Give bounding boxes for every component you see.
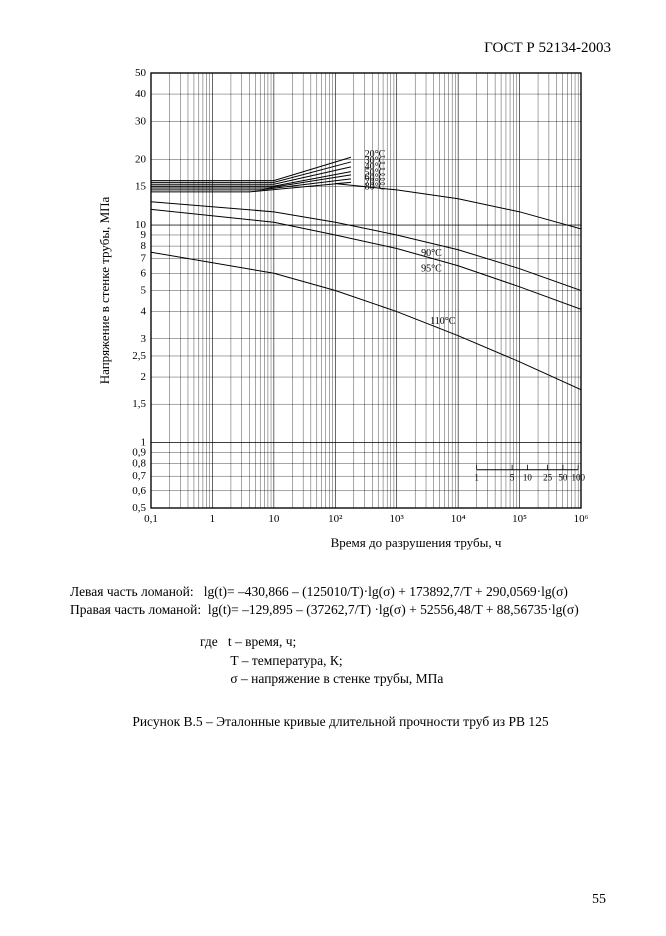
- stress-time-chart: 0,111010²10³10⁴10⁵10⁶0,50,60,70,80,911,5…: [91, 63, 591, 553]
- svg-text:8: 8: [140, 240, 146, 252]
- svg-text:10: 10: [268, 513, 280, 525]
- svg-text:0,7: 0,7: [132, 470, 146, 482]
- svg-text:0,6: 0,6: [132, 485, 146, 497]
- svg-text:20: 20: [135, 154, 147, 166]
- legend-T: T – температура, К;: [230, 653, 342, 668]
- svg-text:10: 10: [135, 219, 147, 231]
- equation-right-line: Правая часть ломаной: lg(t)= –129,895 – …: [70, 601, 611, 619]
- svg-text:50: 50: [558, 473, 568, 483]
- svg-text:10³: 10³: [389, 513, 404, 525]
- svg-text:10⁴: 10⁴: [450, 513, 465, 525]
- svg-text:10: 10: [522, 473, 532, 483]
- svg-text:50: 50: [135, 67, 147, 79]
- svg-text:100: 100: [571, 473, 585, 483]
- svg-text:10²: 10²: [328, 513, 343, 525]
- svg-text:4: 4: [140, 306, 146, 318]
- svg-text:10⁶: 10⁶: [573, 513, 588, 525]
- svg-text:0,1: 0,1: [144, 513, 158, 525]
- svg-text:15: 15: [135, 181, 147, 193]
- svg-text:90°C: 90°C: [421, 248, 442, 259]
- svg-text:110°C: 110°C: [430, 316, 456, 327]
- eq-right: lg(t)= –129,895 – (37262,7/T) ·lg(σ) + 5…: [208, 602, 579, 617]
- legend-sigma: σ – напряжение в стенке трубы, МПа: [230, 671, 443, 686]
- svg-text:1: 1: [474, 473, 479, 483]
- svg-text:1: 1: [140, 437, 146, 449]
- svg-text:80°C: 80°C: [364, 181, 385, 192]
- svg-text:25: 25: [543, 473, 553, 483]
- equation-left-line: Левая часть ломаной: lg(t)= –430,866 – (…: [70, 583, 611, 601]
- equations-block: Левая часть ломаной: lg(t)= –430,866 – (…: [70, 583, 611, 619]
- standard-code: ГОСТ Р 52134-2003: [70, 40, 611, 57]
- svg-text:10⁵: 10⁵: [512, 513, 527, 525]
- svg-text:95°C: 95°C: [421, 264, 442, 275]
- symbol-legend: где t – время, ч; T – температура, К; σ …: [200, 633, 611, 688]
- svg-text:1,5: 1,5: [132, 398, 146, 410]
- svg-text:1: 1: [209, 513, 215, 525]
- svg-text:2: 2: [140, 371, 146, 383]
- eq-left: lg(t)= –430,866 – (125010/T)·lg(σ) + 173…: [204, 584, 568, 599]
- svg-text:Время до разрушения трубы, ч: Время до разрушения трубы, ч: [330, 535, 501, 550]
- eq-left-intro: Левая часть ломаной:: [70, 584, 194, 599]
- page-number: 55: [592, 892, 606, 908]
- svg-text:2,5: 2,5: [132, 350, 146, 362]
- legend-t: t – время, ч;: [228, 634, 296, 649]
- legend-where: где: [200, 634, 218, 649]
- figure-caption: Рисунок В.5 – Эталонные кривые длительно…: [70, 714, 611, 730]
- chart-container: 0,111010²10³10⁴10⁵10⁶0,50,60,70,80,911,5…: [91, 63, 591, 553]
- svg-text:0,5: 0,5: [132, 502, 146, 514]
- svg-text:30: 30: [135, 115, 147, 127]
- svg-text:40: 40: [135, 88, 147, 100]
- eq-right-intro: Правая часть ломаной:: [70, 602, 201, 617]
- svg-text:5: 5: [140, 285, 146, 297]
- svg-text:5: 5: [509, 473, 514, 483]
- svg-text:0,8: 0,8: [132, 458, 146, 470]
- svg-text:3: 3: [140, 333, 146, 345]
- svg-text:6: 6: [140, 267, 146, 279]
- svg-text:7: 7: [140, 253, 146, 265]
- svg-text:Напряжение в стенке трубы, МПа: Напряжение в стенке трубы, МПа: [97, 196, 112, 384]
